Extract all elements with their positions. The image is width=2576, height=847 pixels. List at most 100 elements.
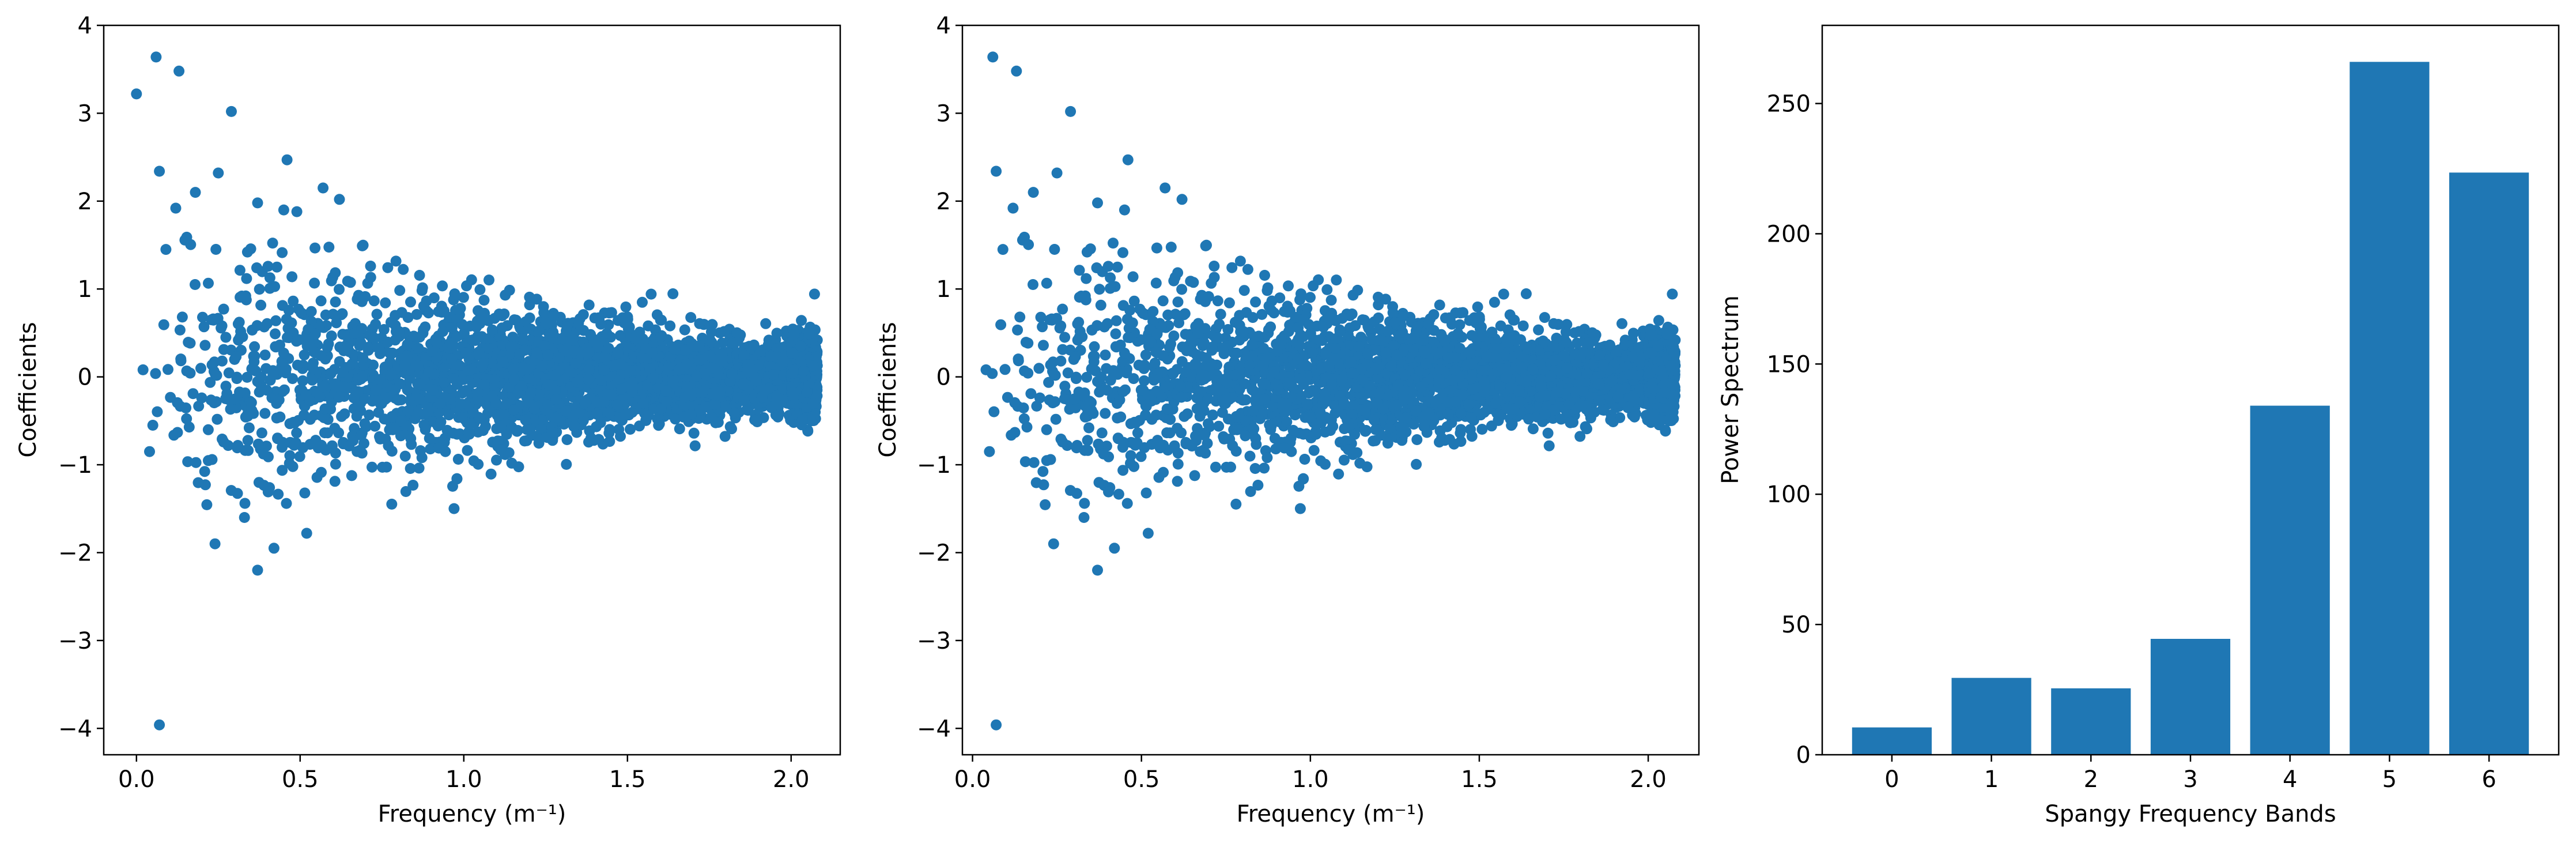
scatter-point	[741, 404, 753, 416]
scatter-point	[300, 389, 312, 400]
scatter-point	[395, 415, 407, 427]
y-tick-label: −3	[58, 628, 92, 654]
scatter-point	[448, 340, 459, 351]
scatter-point	[593, 434, 605, 445]
scatter-point	[251, 320, 263, 332]
scatter-point	[766, 401, 777, 413]
scatter-point	[620, 301, 632, 313]
scatter-point	[382, 392, 393, 404]
scatter-point	[286, 271, 298, 283]
scatter-point	[1111, 315, 1122, 326]
scatter-points-left	[131, 51, 823, 731]
scatter-point	[1543, 440, 1555, 451]
scatter-point	[147, 420, 158, 431]
scatter-point	[342, 276, 353, 287]
scatter-point	[447, 480, 458, 492]
scatter-point	[182, 456, 194, 468]
scatter-point	[667, 376, 679, 387]
scatter-point	[523, 372, 535, 384]
scatter-point	[615, 431, 626, 442]
scatter-point	[291, 206, 303, 217]
scatter-point	[550, 369, 561, 381]
scatter-point	[352, 446, 363, 457]
scatter-point	[498, 308, 510, 319]
scatter-point	[294, 451, 305, 462]
scatter-point	[276, 356, 288, 367]
scatter-point	[756, 391, 768, 403]
scatter-point	[267, 238, 278, 249]
scatter-point	[311, 472, 323, 483]
scatter-point	[264, 272, 275, 284]
scatter-point	[535, 422, 547, 434]
scatter-point	[478, 295, 490, 306]
scatter-point	[693, 340, 705, 352]
scatter-point	[486, 324, 498, 336]
scatter-point	[175, 353, 187, 365]
scatter-point	[796, 414, 808, 426]
scatter-point	[163, 364, 173, 375]
scatter-point	[443, 409, 455, 421]
scatter-point	[356, 430, 367, 441]
x-tick-label: 1.5	[609, 766, 646, 793]
scatter-point	[524, 291, 535, 303]
scatter-point	[395, 430, 406, 442]
scatter-point	[402, 338, 413, 350]
scatter-point	[158, 319, 169, 330]
scatter-point	[543, 379, 554, 391]
scatter-point	[378, 324, 390, 335]
scatter-point	[170, 202, 182, 214]
scatter-point	[330, 267, 341, 278]
scatter-point	[390, 310, 401, 321]
scatter-point	[771, 327, 783, 339]
scatter-point	[489, 374, 500, 385]
scatter-point	[514, 348, 526, 360]
scatter-point	[645, 288, 657, 300]
scatter-point	[270, 341, 282, 353]
scatter-point	[420, 321, 431, 333]
scatter-point	[717, 349, 728, 360]
scatter-point	[262, 261, 274, 272]
scatter-point	[491, 454, 502, 466]
scatter-point	[1527, 423, 1539, 435]
scatter-point	[187, 388, 199, 400]
scatter-point	[1040, 499, 1051, 510]
scatter-point	[1294, 503, 1306, 514]
scatter-point	[382, 262, 394, 273]
scatter-point	[183, 337, 194, 348]
y-axis-label-left: Coefficients	[15, 322, 41, 457]
scatter-point	[483, 314, 494, 326]
scatter-point	[1028, 279, 1038, 290]
scatter-point	[218, 344, 229, 355]
scatter-point	[144, 446, 155, 457]
scatter-point	[1139, 375, 1150, 386]
scatter-point	[518, 333, 529, 345]
scatter-point	[1081, 371, 1093, 383]
scatter-point	[809, 288, 820, 300]
scatter-point	[1151, 242, 1162, 254]
scatter-point	[758, 412, 769, 423]
scatter-point	[323, 338, 334, 349]
scatter-point	[281, 498, 292, 509]
scatter-point	[315, 295, 327, 307]
scatter-point	[1100, 408, 1111, 419]
scatter-point	[329, 476, 341, 487]
scatter-point	[508, 364, 519, 375]
scatter-point	[611, 399, 623, 411]
scatter-point	[561, 434, 573, 445]
scatter-point	[478, 379, 490, 390]
y-tick-label: 3	[78, 100, 92, 127]
scatter-point	[568, 412, 579, 423]
scatter-point	[601, 327, 613, 339]
scatter-point	[685, 312, 697, 323]
scatter-point	[531, 347, 542, 359]
scatter-point	[203, 455, 214, 466]
scatter-point	[279, 384, 290, 396]
scatter-point	[160, 244, 172, 255]
scatter-point	[504, 284, 515, 296]
scatter-point	[622, 323, 634, 334]
scatter-point	[398, 263, 409, 275]
scatter-point	[694, 318, 705, 329]
scatter-point	[288, 439, 300, 451]
scatter-point	[262, 318, 273, 329]
scatter-point	[697, 387, 708, 398]
